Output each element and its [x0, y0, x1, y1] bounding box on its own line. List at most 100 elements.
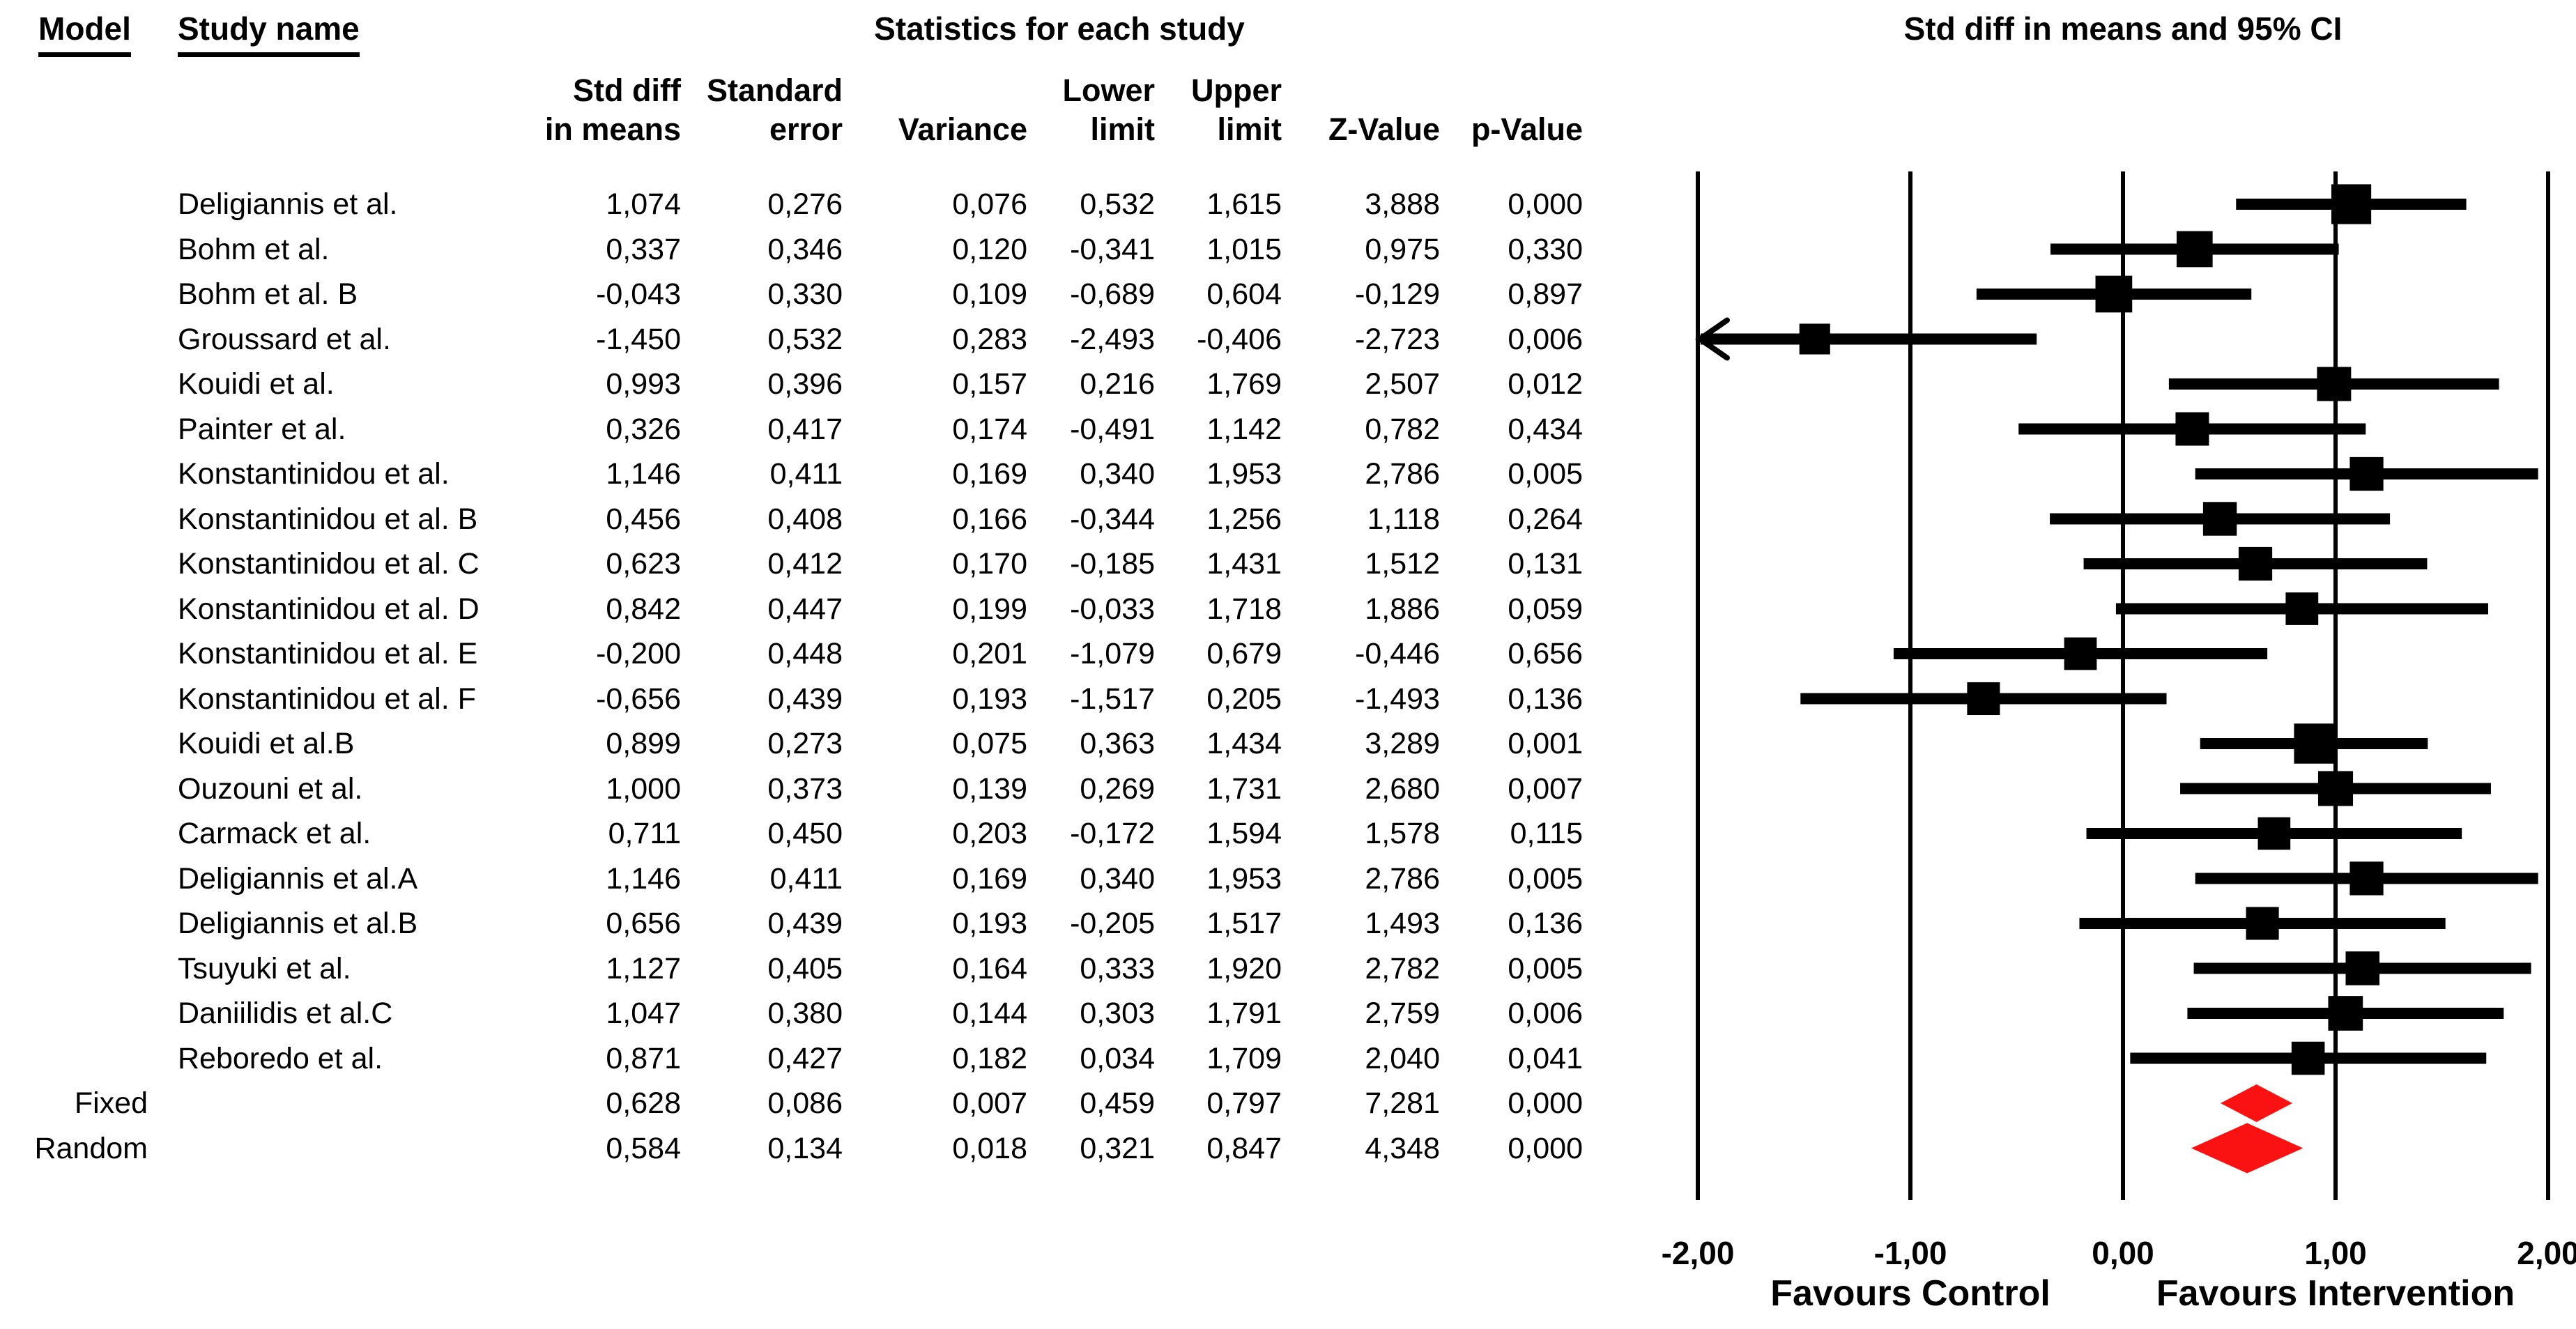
axis-tick-label: 0,00 — [2092, 1235, 2154, 1271]
stat-cell: 0,086 — [767, 1086, 843, 1120]
study-name-cell: Konstantinidou et al. E — [178, 637, 478, 670]
stat-cell: 0,199 — [952, 592, 1027, 626]
effect-square — [2285, 592, 2319, 625]
table-row: Konstantinidou et al. F -0,656 0,439 0,193 -… — [0, 677, 1638, 721]
stat-cell: 1,718 — [1206, 592, 1282, 626]
stat-cell: 3,289 — [1365, 727, 1440, 760]
model-cell: Random — [34, 1131, 148, 1165]
table-row: Konstantinidou et al. C 0,623 0,412 0,170 -0… — [0, 542, 1638, 585]
stat-cell: 0,005 — [1508, 861, 1583, 896]
column-subheader-line1: Std diff — [573, 72, 681, 108]
study-name-cell: Konstantinidou et al. F — [178, 682, 476, 716]
stat-cell: 0,337 — [606, 232, 681, 266]
stat-cell: 0,450 — [767, 817, 843, 850]
table-row: Fixed 0,628 0,086 0,007 0,459 0,797 7,281 0,000 — [0, 1082, 1638, 1125]
stat-cell: -0,689 — [1070, 277, 1155, 311]
stat-cell: 0,144 — [952, 997, 1027, 1030]
column-subheader-line2: limit — [1217, 112, 1282, 147]
stat-cell: 0,059 — [1508, 592, 1583, 626]
table-row: Bohm et al. 0,337 0,346 0,120 -0,341 1,015 0,9… — [0, 228, 1638, 271]
effect-square — [1967, 682, 2000, 716]
stat-cell: 0,174 — [952, 412, 1027, 446]
stat-cell: 0,001 — [1508, 727, 1583, 760]
effect-square — [2202, 502, 2237, 536]
stat-cell: 0,427 — [767, 1041, 843, 1075]
stat-cell: 0,139 — [952, 771, 1027, 806]
statistics-section-header-text: Statistics for each study — [874, 10, 1245, 47]
stat-cell: 0,273 — [767, 727, 843, 760]
table-row: Reboredo et al. 0,871 0,427 0,182 0,034 1,709… — [0, 1037, 1638, 1080]
stat-cell: -0,205 — [1070, 907, 1155, 940]
stat-cell: 3,888 — [1365, 187, 1440, 221]
study-name-cell: Daniilidis et al.C — [178, 997, 393, 1030]
table-row: Deligiannis et al.B 0,656 0,439 0,193 -0,205… — [0, 902, 1638, 945]
stat-cell: 0,396 — [767, 367, 843, 401]
effect-square — [2064, 637, 2097, 670]
stat-cell: -1,517 — [1070, 682, 1155, 716]
stat-cell: 0,041 — [1508, 1041, 1583, 1075]
stat-cell: 0,842 — [606, 592, 681, 626]
plot-title-text: Std diff in means and 95% CI — [1903, 10, 2343, 47]
stat-cell: 0,847 — [1206, 1131, 1282, 1165]
fixed-summary-diamond — [2220, 1084, 2293, 1122]
stat-cell: -2,493 — [1070, 322, 1155, 356]
stat-cell: 0,115 — [1510, 817, 1583, 850]
study-name-cell: Reboredo et al. — [178, 1041, 383, 1075]
effect-square — [2317, 771, 2354, 806]
stat-cell: 0,797 — [1206, 1086, 1282, 1120]
stat-cell: 1,886 — [1365, 592, 1440, 626]
column-subheader-line2: error — [769, 112, 843, 147]
stat-cell: 0,205 — [1206, 682, 1282, 716]
study-name-cell: Deligiannis et al.B — [178, 907, 418, 940]
stat-cell: 0,623 — [606, 547, 681, 581]
stat-cell: 0,417 — [767, 412, 843, 446]
stat-cell: 0,532 — [767, 322, 843, 356]
stat-cell: 1,146 — [606, 861, 681, 896]
stat-cell: 0,269 — [1080, 771, 1155, 806]
stat-cell: 0,405 — [767, 951, 843, 985]
stat-cell: 1,047 — [606, 997, 681, 1030]
model-column-header: Model — [38, 10, 131, 57]
table-row: Random 0,584 0,134 0,018 0,321 0,847 4,348 0,00… — [0, 1127, 1638, 1170]
effect-square — [2331, 184, 2372, 224]
stat-cell: 1,512 — [1365, 547, 1440, 581]
stat-cell: 1,769 — [1206, 367, 1282, 401]
stat-cell: -0,491 — [1070, 412, 1155, 446]
study-name-cell: Carmack et al. — [178, 817, 371, 850]
random-summary-diamond — [2191, 1123, 2303, 1174]
column-subheader-line1: Lower — [1062, 72, 1155, 108]
stat-cell: 1,953 — [1206, 861, 1282, 896]
effect-square — [2349, 456, 2384, 491]
stat-cell: 2,507 — [1365, 367, 1440, 401]
stat-cell: 0,679 — [1206, 637, 1282, 670]
stat-cell: 1,256 — [1206, 502, 1282, 536]
stat-cell: -1,450 — [596, 322, 681, 356]
statistics-section-header: Statistics for each study — [697, 10, 1422, 47]
column-subheader-line2: in means — [544, 112, 681, 147]
column-subheader: Variance — [735, 71, 1027, 149]
stat-cell: -1,079 — [1070, 637, 1155, 670]
study-name-cell: Tsuyuki et al. — [178, 951, 351, 985]
stat-cell: 0,109 — [952, 277, 1027, 311]
stat-cell: -0,185 — [1070, 547, 1155, 581]
stat-cell: 2,786 — [1365, 457, 1440, 491]
stat-cell: -0,033 — [1070, 592, 1155, 626]
stat-cell: 0,532 — [1080, 187, 1155, 221]
study-name-cell: Konstantinidou et al. C — [178, 547, 480, 581]
ci-clip-arrow — [1694, 317, 1730, 361]
stat-cell: 0,120 — [952, 232, 1027, 266]
stat-cell: 4,348 — [1365, 1131, 1440, 1165]
column-subheader: Std diff in means — [388, 71, 681, 149]
effect-square — [2176, 231, 2213, 268]
effect-square — [2095, 275, 2133, 313]
stat-cell: 0,169 — [952, 861, 1027, 896]
stat-cell: 0,264 — [1508, 502, 1583, 536]
stat-cell: 0,034 — [1080, 1041, 1155, 1075]
stat-cell: 0,340 — [1080, 861, 1155, 896]
stat-cell: 0,975 — [1365, 232, 1440, 266]
stat-cell: 0,380 — [767, 997, 843, 1030]
effect-square — [2257, 817, 2291, 850]
stat-cell: 0,628 — [606, 1086, 681, 1120]
study-name-cell: Deligiannis et al. — [178, 187, 398, 221]
